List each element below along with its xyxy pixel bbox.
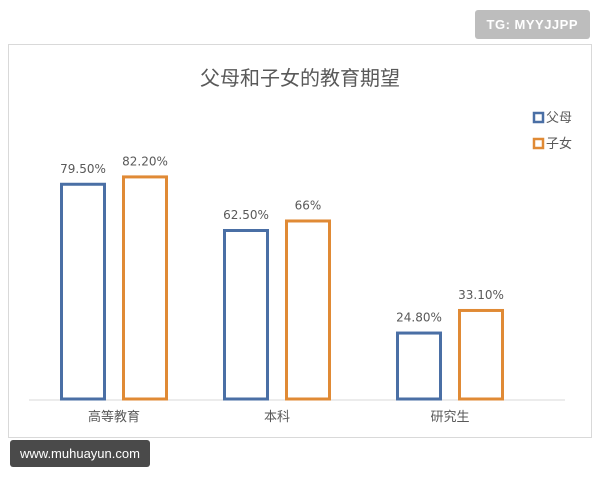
x-tick-label: 本科	[264, 410, 290, 425]
data-label: 24.80%	[396, 311, 442, 325]
data-label: 33.10%	[458, 288, 504, 302]
watermark-top: TG: MYYJJPP	[474, 10, 590, 39]
bar-chart: 父母和子女的教育期望 79.50% 82.20% 高等教育 62.50% 66% 本科 24…	[29, 66, 572, 425]
bar-parent	[396, 331, 442, 401]
chart-area: 父母和子女的教育期望 79.50% 82.20% 高等教育 62.50% 66% 本科 24…	[8, 44, 592, 438]
data-label: 62.50%	[223, 208, 269, 222]
bar-child	[122, 175, 168, 401]
chart-title: 父母和子女的教育期望	[200, 66, 400, 90]
legend-swatch	[532, 111, 545, 124]
legend-label: 子女	[546, 136, 572, 152]
bar-child	[458, 308, 504, 401]
bar-parent	[223, 229, 269, 401]
data-label: 66%	[295, 198, 322, 212]
bar-parent	[60, 182, 106, 401]
data-label: 82.20%	[122, 154, 168, 168]
bar-child	[285, 219, 331, 401]
x-tick-label: 研究生	[430, 410, 469, 425]
data-label: 79.50%	[60, 162, 106, 176]
legend-swatch	[532, 137, 545, 150]
watermark-bottom: www.muhuayun.com	[10, 440, 150, 467]
x-tick-label: 高等教育	[88, 409, 140, 425]
legend-label: 父母	[546, 111, 572, 126]
